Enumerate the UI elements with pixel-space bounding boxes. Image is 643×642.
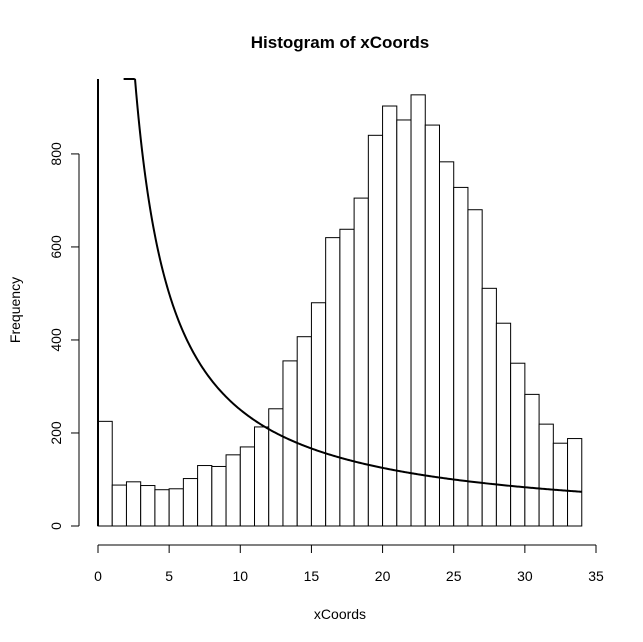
histogram-bar [325,237,341,527]
x-tick-label: 20 [375,568,391,584]
histogram-bar [168,488,184,527]
histogram-bar [438,161,455,527]
x-tick-label: 25 [446,568,462,584]
histogram-bar [524,393,540,527]
y-tick-label: 400 [48,328,64,352]
histogram-bar [154,489,170,527]
x-tick-label: 0 [94,568,102,584]
histogram-bar [182,478,199,527]
histogram-bar [538,423,554,527]
histogram-bar [339,228,355,527]
histogram-bar [467,209,483,527]
x-tick-label: 35 [588,568,604,584]
histogram-bar [310,302,327,527]
y-axis: 0 200 400 600 800 [48,142,80,530]
x-tick-label: 10 [232,568,248,584]
histogram-bar [225,454,241,527]
histogram-bar [239,446,256,527]
histogram-bar [424,124,440,527]
bars-group [97,94,583,527]
histogram-bar [410,94,426,527]
histogram-bar [268,408,284,527]
histogram-bar [495,322,512,527]
histogram-bar [353,197,369,527]
histogram-bar [97,420,113,527]
y-tick-label: 600 [48,235,64,259]
histogram-bar [197,465,213,527]
y-axis-label: Frequency [7,277,23,343]
histogram-bar [552,442,569,527]
histogram-bar [254,426,270,527]
histogram-bar [396,119,412,527]
histogram-bar [296,336,312,527]
histogram-bar [125,481,142,527]
x-tick-label: 15 [304,568,320,584]
histogram-bar [111,484,127,527]
x-tick-label: 30 [517,568,533,584]
fitted-curve [123,78,582,493]
histogram-bar [510,362,526,527]
histogram-bar [481,287,497,527]
y-tick-label: 800 [48,142,64,166]
chart-title: Histogram of xCoords [251,33,430,52]
histogram-bar [140,485,156,527]
histogram-bar [382,105,398,527]
histogram-bar [453,186,469,527]
histogram-bar [211,465,227,527]
histogram-bar [567,438,583,527]
x-axis-label: xCoords [314,606,366,622]
x-tick-label: 5 [165,568,173,584]
curve-group [97,78,582,526]
y-tick-label: 0 [48,522,64,530]
histogram-bar [282,360,298,527]
y-tick-label: 200 [48,421,64,445]
x-axis: 0 5 10 15 20 25 30 35 [94,544,604,584]
